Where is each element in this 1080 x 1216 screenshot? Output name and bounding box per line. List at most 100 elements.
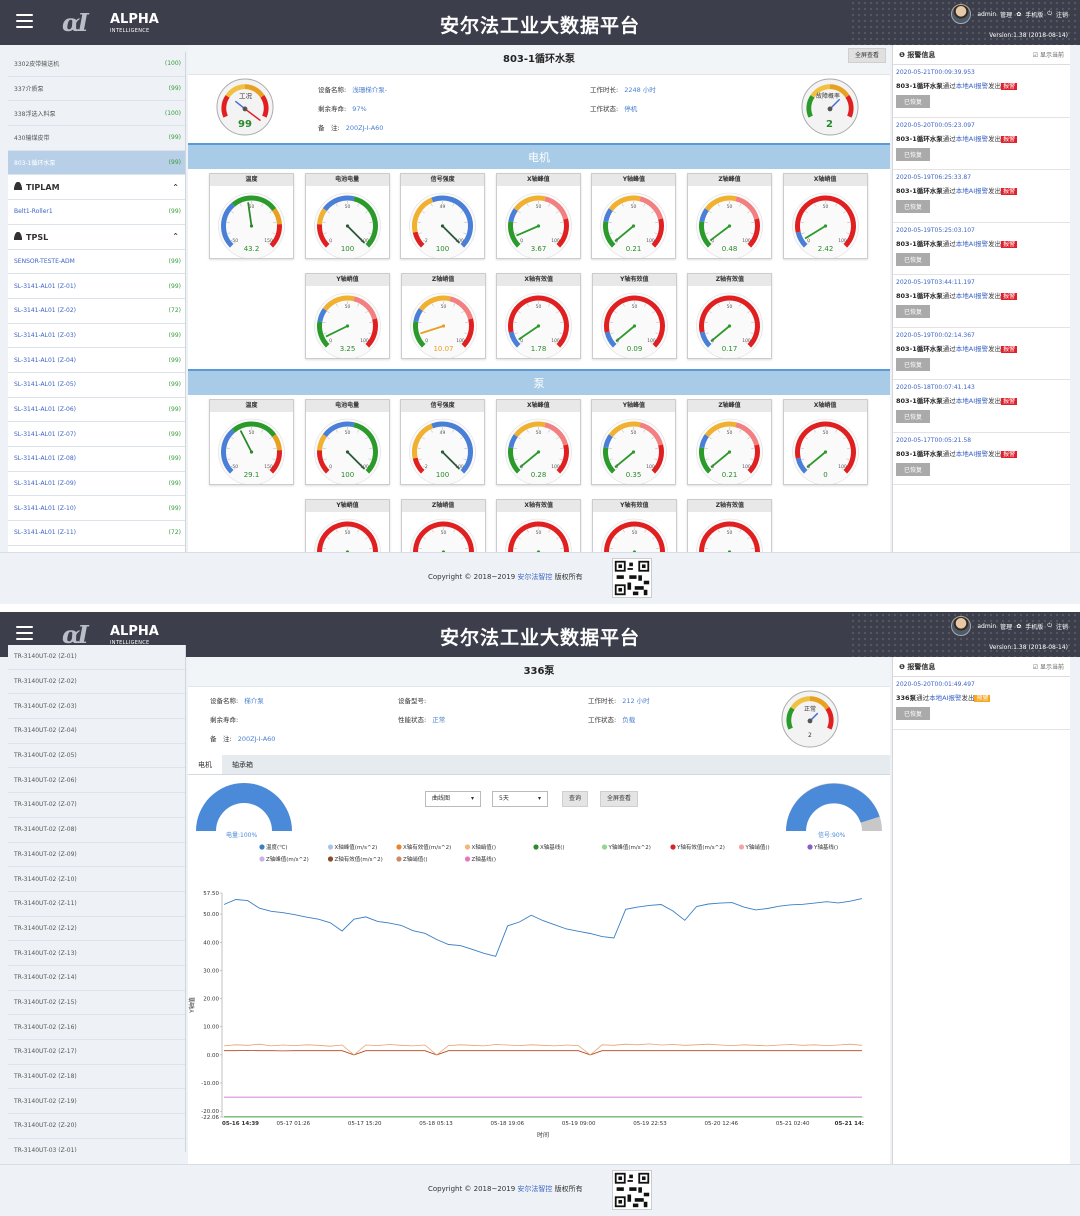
sidebar-group[interactable]: TPSL ⌃ xyxy=(8,224,185,250)
legend-label[interactable]: X轴峰值(m/s^2) xyxy=(335,843,378,851)
sidebar-item[interactable]: SL-3141-AL01 (Z-02) (72) xyxy=(8,298,185,324)
sidebar-item[interactable]: TR-3140UT-02 (Z-05) xyxy=(8,743,185,769)
legend-swatch[interactable] xyxy=(464,856,471,862)
show-current-checkbox[interactable]: ☑ 显示当前 xyxy=(1032,52,1064,59)
alarm-link[interactable]: 本地AI报警 xyxy=(955,344,989,353)
sidebar-item[interactable]: SL-3141-AL01 (Z-01) (99) xyxy=(8,274,185,299)
restore-button[interactable]: 已恢复 xyxy=(896,462,931,476)
legend-swatch[interactable] xyxy=(327,844,334,850)
alarm-link[interactable]: 本地AI报警 xyxy=(955,449,989,458)
alarm-link[interactable]: 本地AI报警 xyxy=(955,397,989,405)
restore-button[interactable]: 已恢复 xyxy=(896,707,931,720)
sidebar-item[interactable]: TR-3140UT-02 (Z-03) xyxy=(8,694,185,720)
sidebar-item[interactable]: TR-3140UT-02 (Z-16) xyxy=(8,1015,185,1040)
legend-swatch[interactable] xyxy=(533,844,539,850)
sidebar-item[interactable]: TR-3140UT-02 (Z-09) xyxy=(8,842,185,868)
legend-swatch[interactable] xyxy=(807,844,813,850)
sidebar-item[interactable]: TR-3140UT-02 (Z-01) xyxy=(8,645,185,670)
restore-button[interactable]: 已恢复 xyxy=(896,410,931,423)
sidebar-item[interactable]: TR-3140UT-02 (Z-06) xyxy=(8,768,185,794)
series-line[interactable] xyxy=(224,1049,862,1056)
sidebar-item[interactable]: SL-3141-AL01 (Z-07) (99) xyxy=(8,422,185,447)
legend-swatch[interactable] xyxy=(396,844,402,850)
restore-button[interactable]: 已恢复 xyxy=(896,147,931,161)
restore-button[interactable]: 已恢复 xyxy=(896,357,931,371)
mobile-link[interactable]: 手机版 xyxy=(1025,11,1044,19)
restore-button[interactable]: 已恢复 xyxy=(896,305,931,318)
alarm-link[interactable]: 本地AI报警 xyxy=(955,239,989,248)
legend-label[interactable]: X轴有效值(m/s^2) xyxy=(403,843,451,851)
chevron-up-icon[interactable]: ⌃ xyxy=(172,182,179,192)
sidebar-item[interactable]: SL-3141-AL01 (Z-08) (99) xyxy=(8,447,185,472)
alarm-link[interactable]: 本地AI报警 xyxy=(955,134,989,143)
sidebar-item[interactable]: TR-3140UT-03 (Z-01) xyxy=(8,1138,185,1152)
sidebar-item[interactable]: TR-3140UT-02 (Z-19) xyxy=(8,1089,185,1115)
sidebar-item[interactable]: 430输煤皮带 (99) xyxy=(8,126,185,151)
range-select[interactable]: 5天 ▾ xyxy=(492,791,548,807)
gear-icon[interactable]: ✿ xyxy=(1016,622,1022,630)
sidebar-item[interactable]: SL-3141-AL01 (Z-11) (72) xyxy=(8,521,185,546)
sidebar-group[interactable]: TIPLAM ⌃ xyxy=(8,175,185,201)
legend-label[interactable]: Y轴基线() xyxy=(813,843,838,851)
sidebar-item[interactable]: TR-3140UT-02 (Z-04) xyxy=(8,719,185,744)
gear-icon[interactable]: ✿ xyxy=(1016,10,1022,18)
sidebar-item[interactable]: TR-3140UT-02 (Z-15) xyxy=(8,990,185,1016)
legend-swatch[interactable] xyxy=(738,844,745,850)
legend-label[interactable]: Z轴基线() xyxy=(472,855,497,863)
legend-label[interactable]: Y轴有效值(m/s^2) xyxy=(676,843,725,851)
manage-link[interactable]: 管理 xyxy=(1000,11,1013,19)
legend-swatch[interactable] xyxy=(601,844,608,850)
sidebar-item[interactable]: TR-3140UT-02 (Z-10) xyxy=(8,867,185,892)
legend-label[interactable]: Y轴峰值(m/s^2) xyxy=(608,843,651,851)
restore-button[interactable]: 已恢复 xyxy=(896,200,931,213)
username[interactable]: admin xyxy=(977,622,997,630)
sidebar-item[interactable]: TR-3140UT-02 (Z-11) xyxy=(8,891,185,917)
alpha-logo[interactable]: αI ALPHA INTELLIGENCE xyxy=(62,620,159,649)
sensor-line-chart[interactable]: 温度(℃) X轴峰值(m/s^2) X轴有效值(m/s^2) X轴峭值() X轴基线()… xyxy=(188,835,890,1155)
tab-motor[interactable]: 电机 xyxy=(188,755,222,774)
sidebar-item[interactable]: SL-3141-AL01 (Z-03) (99) xyxy=(8,323,185,349)
legend-swatch[interactable] xyxy=(327,856,334,862)
avatar[interactable] xyxy=(951,616,972,636)
alarm-link[interactable]: 本地AI报警 xyxy=(955,82,989,90)
legend-label[interactable]: X轴峭值() xyxy=(472,843,497,851)
sidebar-item[interactable]: 337介质泵 (99) xyxy=(8,76,185,102)
legend-swatch[interactable] xyxy=(670,844,676,850)
legend-swatch[interactable] xyxy=(396,856,402,862)
sidebar-item[interactable]: TR-3140UT-02 (Z-02) xyxy=(8,669,185,695)
sidebar-item[interactable]: TR-3140UT-02 (Z-13) xyxy=(8,941,185,966)
restore-button[interactable]: 已恢复 xyxy=(896,95,931,108)
sidebar-item[interactable]: TR-3140UT-02 (Z-17) xyxy=(8,1040,185,1065)
tab-bearing-box[interactable]: 轴承箱 xyxy=(232,761,253,769)
sidebar-item[interactable]: SL-3141-AL01 (Z-09) (99) xyxy=(8,471,185,497)
restore-button[interactable]: 已恢复 xyxy=(896,252,931,266)
legend-label[interactable]: Y轴峭值() xyxy=(745,843,770,851)
manage-link[interactable]: 管理 xyxy=(1000,623,1013,631)
power-icon[interactable]: ⏻ xyxy=(1047,10,1052,17)
logout-link[interactable]: 注销 xyxy=(1055,623,1068,631)
legend-swatch[interactable] xyxy=(259,856,265,862)
legend-label[interactable]: Z轴峰值(m/s^2) xyxy=(266,855,309,863)
legend-label[interactable]: Z轴有效值(m/s^2) xyxy=(335,855,383,863)
show-current-checkbox[interactable]: ☑ 显示当前 xyxy=(1032,664,1064,671)
avatar[interactable] xyxy=(951,4,972,24)
chart-fullscreen-button[interactable]: 全屏查看 xyxy=(600,791,639,807)
legend-swatch[interactable] xyxy=(259,844,265,850)
mobile-link[interactable]: 手机版 xyxy=(1025,623,1044,631)
alpha-logo[interactable]: αI ALPHA INTELLIGENCE xyxy=(62,8,159,37)
query-button[interactable]: 查询 xyxy=(562,791,589,807)
sidebar-item[interactable]: SL-3141-AL01 (Z-04) (99) xyxy=(8,348,185,373)
sidebar-item[interactable]: SL-3141-AL01 (Z-10) (99) xyxy=(8,496,185,522)
legend-label[interactable]: X轴基线() xyxy=(540,843,565,851)
sidebar-item[interactable]: TR-3140UT-02 (Z-14) xyxy=(8,965,185,991)
sidebar-item[interactable]: 338浮选入料泵 (100) xyxy=(8,101,185,127)
username[interactable]: admin xyxy=(977,10,997,18)
alarm-link[interactable]: 本地AI报警 xyxy=(955,187,989,195)
sidebar-item[interactable]: 803-1循环水泵 (99) xyxy=(8,150,185,176)
sidebar-item[interactable]: TR-3140UT-02 (Z-20) xyxy=(8,1114,185,1139)
logout-link[interactable]: 注销 xyxy=(1055,11,1068,19)
series-line[interactable] xyxy=(223,898,863,957)
sidebar-item[interactable]: TR-3140UT-02 (Z-07) xyxy=(8,793,185,818)
alarm-link[interactable]: 本地AI报警 xyxy=(955,292,989,300)
chevron-up-icon[interactable]: ⌃ xyxy=(172,232,179,242)
